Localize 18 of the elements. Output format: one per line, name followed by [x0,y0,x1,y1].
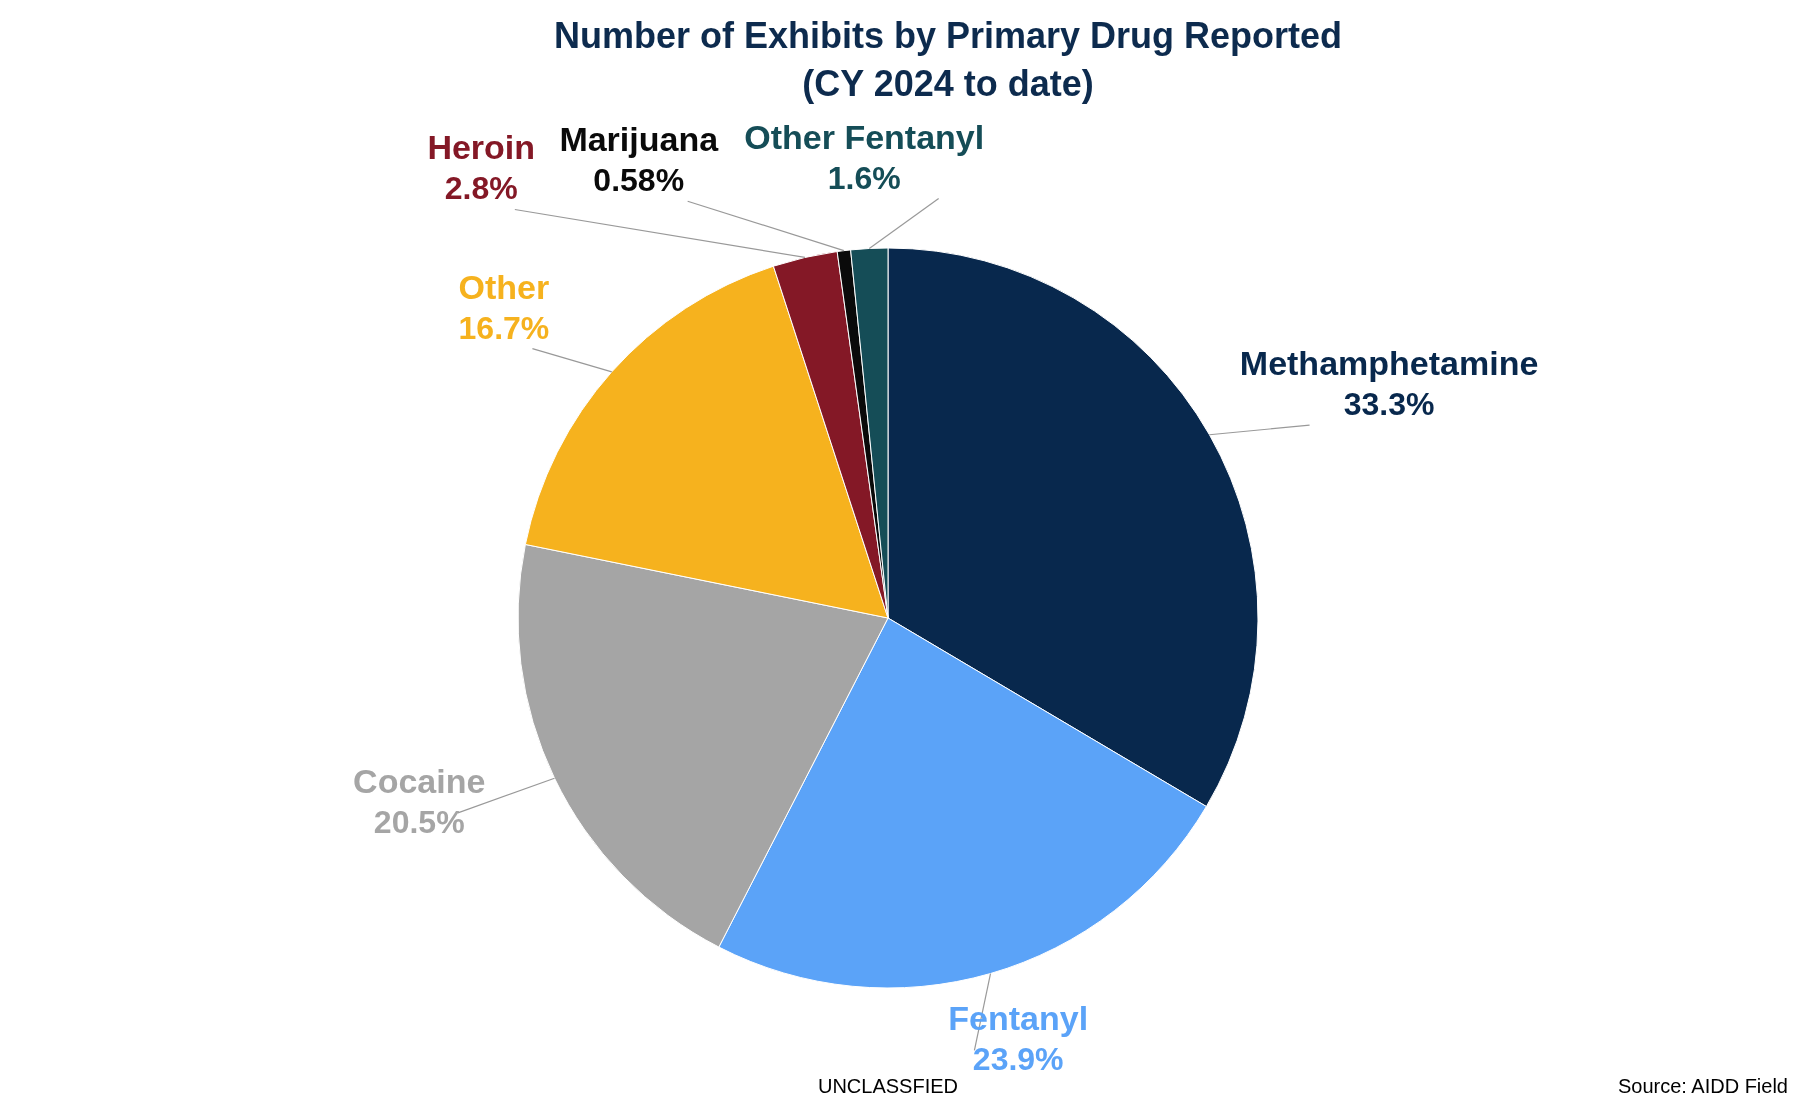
slice-label: Methamphetamine [1239,344,1539,383]
data-label: 2.8% [444,170,518,207]
slice-label: Heroin [427,128,536,167]
data-label: 23.9% [972,1041,1064,1078]
slice-label: Other [458,267,550,306]
source-note: Source: AIDD Field [1617,1075,1788,1097]
slice-label: Cocaine [353,761,486,800]
data-label: 1.6% [827,159,901,196]
chart-subtitle: (CY 2024 to date) [802,63,1094,104]
slice-label: Fentanyl [948,999,1089,1038]
data-label: 16.7% [458,309,550,346]
slice-label: Marijuana [559,120,720,159]
text: UNCLASSFIED [817,1075,959,1097]
slice-label: Other Fentanyl [744,117,985,156]
chart-title: Number of Exhibits by Primary Drug Reported [553,15,1343,56]
data-label: 33.3% [1343,386,1435,423]
data-label: 0.58% [593,162,685,199]
data-label: 20.5% [373,803,465,840]
